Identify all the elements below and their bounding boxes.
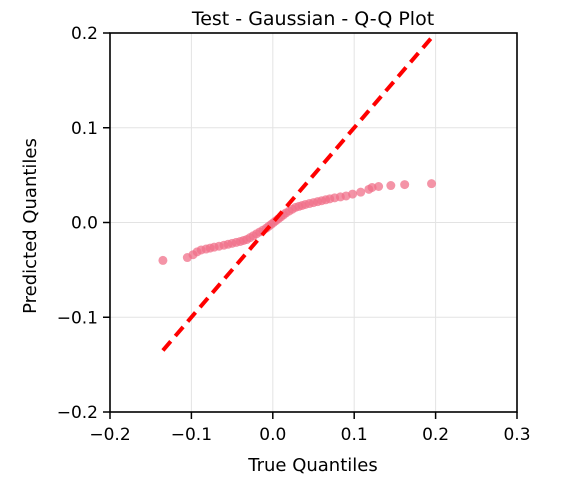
- data-point: [400, 180, 410, 190]
- chart-title: Test - Gaussian - Q-Q Plot: [191, 8, 434, 30]
- data-points: [158, 179, 437, 265]
- x-axis-ticks: −0.2 −0.1 0.0 0.1 0.2 0.3: [89, 412, 531, 445]
- y-axis-ticks: −0.2 −0.1 0.0 0.1 0.2: [57, 24, 110, 423]
- data-point: [427, 179, 437, 189]
- x-tick-label: 0.0: [259, 425, 286, 445]
- data-point: [356, 187, 366, 197]
- grid: [109, 32, 518, 413]
- reference-line: [161, 36, 434, 352]
- y-tick-label: 0.1: [71, 119, 98, 139]
- x-tick-label: −0.1: [171, 425, 212, 445]
- data-point: [348, 189, 358, 199]
- x-tick-label: 0.2: [422, 425, 449, 445]
- x-axis-label: True Quantiles: [247, 455, 377, 476]
- data-point: [386, 181, 396, 191]
- y-tick-label: 0.2: [71, 24, 98, 44]
- y-tick-label: 0.0: [71, 214, 98, 234]
- y-axis-label: Predicted Quantiles: [20, 138, 41, 314]
- data-point: [374, 181, 384, 191]
- data-point: [158, 255, 168, 265]
- y-tick-label: −0.1: [57, 308, 98, 328]
- x-tick-label: −0.2: [89, 425, 130, 445]
- x-tick-label: 0.1: [341, 425, 368, 445]
- y-tick-label: −0.2: [57, 403, 98, 423]
- x-tick-label: 0.3: [503, 425, 530, 445]
